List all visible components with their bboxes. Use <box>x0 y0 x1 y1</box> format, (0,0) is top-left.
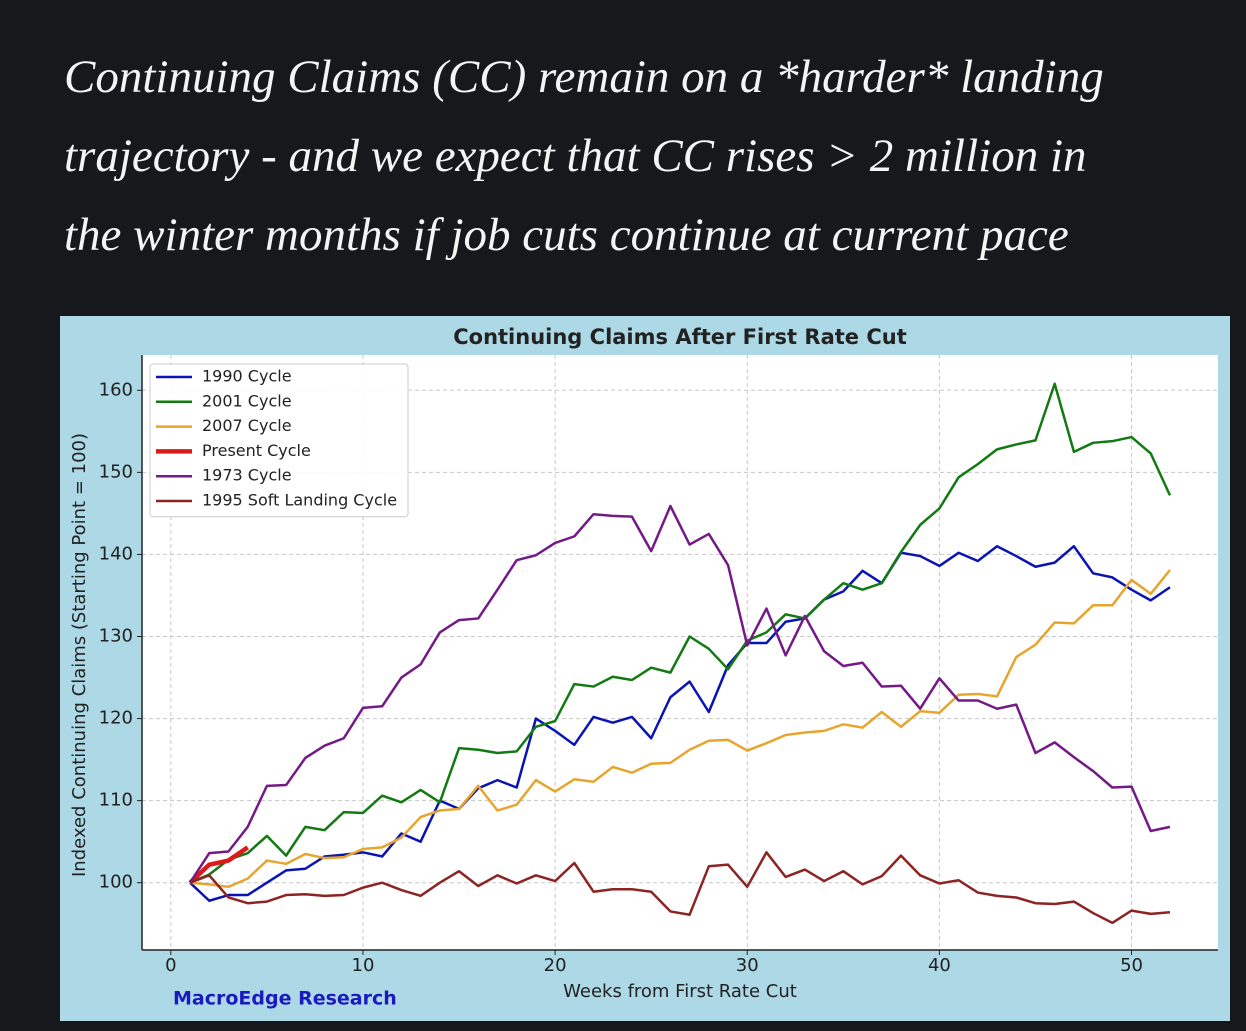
y-tick-label: 140 <box>99 543 133 564</box>
y-tick-label: 110 <box>99 790 133 811</box>
headline-line: trajectory - and we expect that CC rises… <box>64 130 1087 182</box>
watermark: MacroEdge Research <box>173 988 397 1010</box>
chart-title: Continuing Claims After First Rate Cut <box>453 325 907 349</box>
series-line <box>189 382 1172 884</box>
y-tick-label: 160 <box>99 379 133 400</box>
x-tick-label: 30 <box>736 955 759 976</box>
y-tick-label: 120 <box>99 708 133 729</box>
x-tick-label: 20 <box>544 955 567 976</box>
legend-label: 1990 Cycle <box>202 367 292 386</box>
headline: Continuing Claims (CC) remain on a *hard… <box>64 38 1104 275</box>
legend-label: 2007 Cycle <box>202 416 292 435</box>
x-tick-label: 10 <box>352 955 375 976</box>
x-tick-label: 0 <box>165 955 176 976</box>
x-tick-label: 50 <box>1120 955 1143 976</box>
x-axis-label: Weeks from First Rate Cut <box>563 981 797 1002</box>
y-tick-label: 150 <box>99 461 133 482</box>
legend-label: 1973 Cycle <box>202 466 292 485</box>
legend-label: Present Cycle <box>202 441 311 460</box>
x-tick-label: 40 <box>928 955 951 976</box>
y-axis-label: Indexed Continuing Claims (Starting Poin… <box>69 433 90 877</box>
headline-line: Continuing Claims (CC) remain on a *hard… <box>64 51 1104 103</box>
legend-label: 2001 Cycle <box>202 391 292 410</box>
series-line <box>188 845 249 885</box>
y-tick-label: 100 <box>99 872 133 893</box>
y-tick-label: 130 <box>99 625 133 646</box>
series-line <box>189 851 1171 925</box>
series-line <box>189 569 1171 889</box>
legend-box <box>149 363 409 518</box>
headline-line: the winter months if job cuts continue a… <box>64 209 1069 261</box>
series-line <box>188 504 1171 884</box>
legend-label: 1995 Soft Landing Cycle <box>202 491 397 510</box>
